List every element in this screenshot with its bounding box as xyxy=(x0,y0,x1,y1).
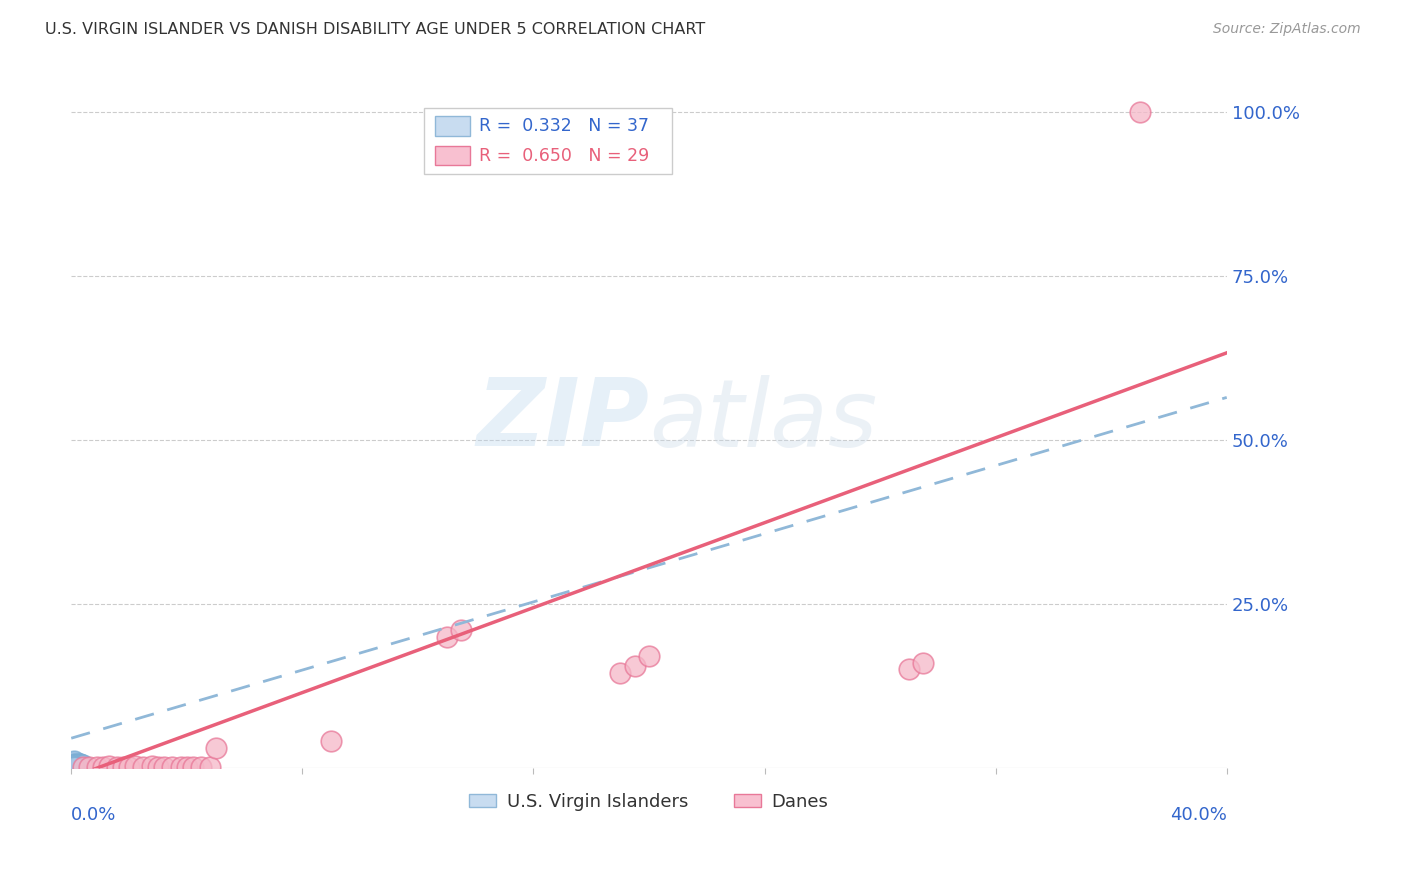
Point xyxy=(66,756,89,771)
Point xyxy=(69,759,91,773)
Point xyxy=(198,760,221,774)
Point xyxy=(66,760,89,774)
Point xyxy=(176,760,198,774)
Point xyxy=(204,741,226,756)
Point xyxy=(66,758,89,772)
Point xyxy=(112,760,135,774)
Point xyxy=(69,760,91,774)
Point xyxy=(321,734,343,748)
Point xyxy=(66,760,89,774)
Point xyxy=(77,760,100,774)
Point xyxy=(63,760,86,774)
Point xyxy=(146,760,169,774)
Point xyxy=(162,760,184,774)
Point xyxy=(72,758,94,772)
Point xyxy=(66,757,89,772)
Point xyxy=(63,758,86,772)
Text: R =  0.650   N = 29: R = 0.650 N = 29 xyxy=(479,146,650,165)
Point xyxy=(69,756,91,771)
FancyBboxPatch shape xyxy=(436,116,470,136)
Point xyxy=(69,757,91,772)
Text: U.S. VIRGIN ISLANDER VS DANISH DISABILITY AGE UNDER 5 CORRELATION CHART: U.S. VIRGIN ISLANDER VS DANISH DISABILIT… xyxy=(45,22,706,37)
Point xyxy=(609,665,631,680)
Point xyxy=(66,760,89,774)
Point xyxy=(97,759,120,773)
Point xyxy=(69,758,91,772)
Point xyxy=(86,760,108,774)
Point xyxy=(63,760,86,774)
Point xyxy=(72,760,94,774)
FancyBboxPatch shape xyxy=(436,146,470,165)
Point xyxy=(152,760,174,774)
Point xyxy=(141,759,163,773)
Point xyxy=(91,760,114,774)
Point xyxy=(170,760,193,774)
Point xyxy=(63,758,86,772)
Point xyxy=(181,760,204,774)
Point xyxy=(63,760,86,774)
Point xyxy=(69,760,91,774)
Text: R =  0.332   N = 37: R = 0.332 N = 37 xyxy=(479,117,650,135)
Point xyxy=(66,758,89,772)
Point xyxy=(63,757,86,772)
Text: Source: ZipAtlas.com: Source: ZipAtlas.com xyxy=(1213,22,1361,37)
Point xyxy=(107,760,129,774)
Point xyxy=(898,662,921,676)
Point xyxy=(69,758,91,772)
Point xyxy=(72,759,94,773)
Point xyxy=(69,760,91,774)
Legend: U.S. Virgin Islanders, Danes: U.S. Virgin Islanders, Danes xyxy=(463,785,835,818)
Point xyxy=(63,759,86,773)
Point xyxy=(124,759,146,773)
Point xyxy=(69,758,91,772)
Text: ZIP: ZIP xyxy=(477,375,650,467)
Point xyxy=(72,760,94,774)
Point xyxy=(63,756,86,770)
Point xyxy=(63,756,86,771)
Point xyxy=(66,759,89,773)
Point xyxy=(132,760,155,774)
Point xyxy=(190,760,212,774)
Text: atlas: atlas xyxy=(650,375,877,466)
Point xyxy=(638,649,661,664)
Point xyxy=(72,758,94,772)
Point xyxy=(66,760,89,774)
Point xyxy=(72,760,94,774)
Point xyxy=(63,760,86,774)
Point xyxy=(72,760,94,774)
Point xyxy=(66,756,89,771)
Point xyxy=(1129,105,1152,120)
Point xyxy=(912,656,935,670)
Text: 40.0%: 40.0% xyxy=(1170,805,1227,824)
Point xyxy=(450,623,472,637)
Point xyxy=(436,630,458,644)
Point xyxy=(623,659,645,673)
Text: 0.0%: 0.0% xyxy=(72,805,117,824)
Point xyxy=(66,758,89,772)
FancyBboxPatch shape xyxy=(423,108,672,174)
Point xyxy=(63,754,86,768)
Point xyxy=(118,760,141,774)
